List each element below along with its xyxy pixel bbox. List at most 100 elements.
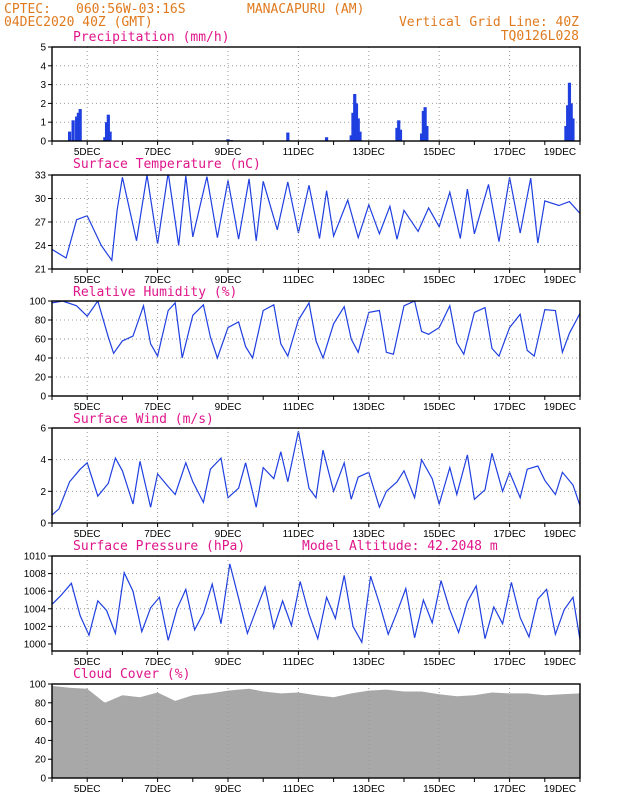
cloud-cover-area xyxy=(52,685,580,778)
x-day-label: 15DEC xyxy=(423,529,455,540)
precip-bar xyxy=(103,137,107,141)
x-day-label: 19DEC xyxy=(544,657,576,668)
precip-bar xyxy=(68,131,72,141)
precip-bar xyxy=(76,112,80,141)
x-day-label: 5DEC xyxy=(74,275,101,286)
panel-title: Precipitation (mm/h) xyxy=(73,30,230,45)
x-day-label: 11DEC xyxy=(283,402,315,413)
precip-bar xyxy=(108,131,112,141)
y-tick-label: 1 xyxy=(40,118,46,129)
y-tick-label: 80 xyxy=(35,698,47,709)
y-tick-label: 30 xyxy=(35,194,47,205)
x-day-label: 11DEC xyxy=(283,275,315,286)
panel-title: Relative Humidity (%) xyxy=(73,285,237,300)
series-line xyxy=(52,175,580,263)
y-tick-label: 1004 xyxy=(24,604,47,615)
x-day-label: 5DEC xyxy=(74,529,101,540)
precip-bar xyxy=(356,118,360,141)
x-day-label: 13DEC xyxy=(353,784,385,795)
series-line xyxy=(52,431,580,516)
series-line xyxy=(52,301,580,360)
y-tick-label: 1000 xyxy=(24,639,47,650)
panels-container: 0 1 2 3 4 5 5DEC 7DEC 9DEC 11DEC 13DEC 15DEC 17DEC 19… xyxy=(24,30,581,795)
x-day-label: 17DEC xyxy=(493,784,525,795)
x-day-label: 17DEC xyxy=(493,657,525,668)
x-day-label: 7DEC xyxy=(144,275,171,286)
x-day-label: 11DEC xyxy=(283,784,315,795)
precip-bar xyxy=(423,107,427,141)
y-tick-label: 1010 xyxy=(24,552,47,563)
precip-bar xyxy=(421,110,425,141)
y-tick-label: 3 xyxy=(40,80,46,91)
y-tick-label: 4 xyxy=(40,455,46,466)
x-day-label: 17DEC xyxy=(493,529,525,540)
x-day-label: 5DEC xyxy=(74,147,101,158)
precip-bar xyxy=(425,125,429,141)
x-day-label: 11DEC xyxy=(283,529,315,540)
y-tick-label: 40 xyxy=(35,354,47,365)
precip-bar xyxy=(397,120,401,141)
precip-bar xyxy=(567,82,572,141)
precip-bar xyxy=(78,109,82,141)
panel-1: 21 24 27 30 33 5DEC 7DEC 9DEC 11DEC 13DEC 15DEC 17D… xyxy=(35,157,581,286)
x-day-label: 7DEC xyxy=(144,784,171,795)
panel-4: 1000 1002 1004 1006 1008 1010 5DEC 7DEC 9DEC 11DE… xyxy=(24,539,581,668)
precip-bar xyxy=(358,131,362,141)
x-day-label: 9DEC xyxy=(215,784,242,795)
precip-bar xyxy=(564,125,568,141)
y-tick-label: 6 xyxy=(40,424,46,435)
y-tick-label: 0 xyxy=(40,137,46,148)
header-location: MANACAPURU (AM) xyxy=(247,2,364,17)
y-tick-label: 20 xyxy=(35,373,47,384)
x-day-label: 17DEC xyxy=(493,147,525,158)
x-day-label: 7DEC xyxy=(144,529,171,540)
x-day-label: 9DEC xyxy=(215,657,242,668)
header-coords: 060:56W-03:16S xyxy=(76,2,186,17)
precip-bar xyxy=(353,94,357,141)
plot-frame xyxy=(51,683,581,779)
precip-bar xyxy=(566,105,570,141)
precip-bar xyxy=(571,118,575,141)
x-day-label: 11DEC xyxy=(283,147,315,158)
header-center-label: CPTEC: xyxy=(4,2,51,17)
x-day-label: 15DEC xyxy=(423,657,455,668)
header-model-id: TQ0126L028 xyxy=(501,29,579,44)
y-tick-label: 60 xyxy=(35,335,47,346)
y-tick-label: 0 xyxy=(40,519,46,530)
x-day-label: 13DEC xyxy=(353,657,385,668)
plot-frame xyxy=(51,555,581,652)
precip-bar xyxy=(71,120,75,141)
precip-bar xyxy=(226,139,230,141)
panel-0: 0 1 2 3 4 5 5DEC 7DEC 9DEC 11DEC 13DEC 15DEC 17DEC 19… xyxy=(40,30,581,158)
x-day-label: 15DEC xyxy=(423,275,455,286)
y-tick-label: 100 xyxy=(29,680,46,691)
precip-bar xyxy=(349,135,353,141)
y-tick-label: 0 xyxy=(40,774,46,785)
y-tick-label: 40 xyxy=(35,736,47,747)
y-tick-label: 60 xyxy=(35,717,47,728)
x-day-label: 17DEC xyxy=(493,402,525,413)
plot-frame xyxy=(51,46,581,142)
header-grid-note: Vertical Grid Line: 40Z xyxy=(399,15,579,30)
precip-bar xyxy=(324,137,329,141)
precip-bar xyxy=(104,122,109,141)
x-day-label: 5DEC xyxy=(74,402,101,413)
y-tick-label: 20 xyxy=(35,755,47,766)
panel-title: Surface Pressure (hPa) xyxy=(73,539,245,554)
header-init-time: 04DEC2020 40Z (GMT) xyxy=(4,15,153,30)
precip-bar xyxy=(286,132,290,141)
x-day-label: 15DEC xyxy=(423,784,455,795)
panel-3: 0 2 4 6 5DEC 7DEC 9DEC 11DEC 13DEC 15DEC 17DEC 19DE… xyxy=(40,412,581,540)
x-day-label: 13DEC xyxy=(353,529,385,540)
plot-frame xyxy=(51,427,581,524)
x-day-label: 19DEC xyxy=(544,784,576,795)
y-tick-label: 0 xyxy=(40,392,46,403)
x-day-label: 9DEC xyxy=(215,275,242,286)
panel-5: 0 20 40 60 80 100 5DEC 7DEC 9DEC 11DEC 13DEC 15DEC 1… xyxy=(29,667,581,795)
y-tick-label: 24 xyxy=(35,241,47,252)
y-tick-label: 21 xyxy=(35,265,47,276)
x-day-label: 13DEC xyxy=(353,147,385,158)
x-day-label: 7DEC xyxy=(144,402,171,413)
y-tick-label: 2 xyxy=(40,487,46,498)
